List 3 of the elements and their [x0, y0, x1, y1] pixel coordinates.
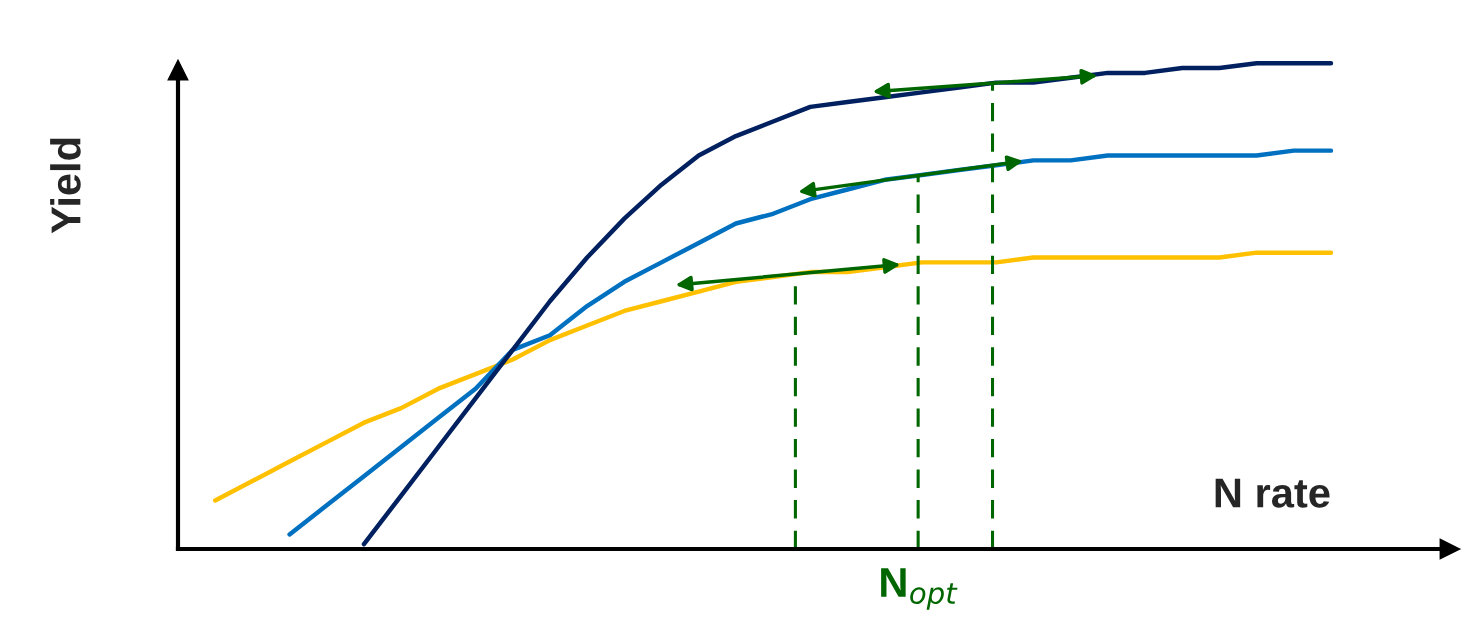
- text: N$_{opt}$: [881, 568, 958, 610]
- y-axis-title: Yield: [50, 138, 81, 234]
- x-axis-title: N rate: [1215, 478, 1330, 508]
